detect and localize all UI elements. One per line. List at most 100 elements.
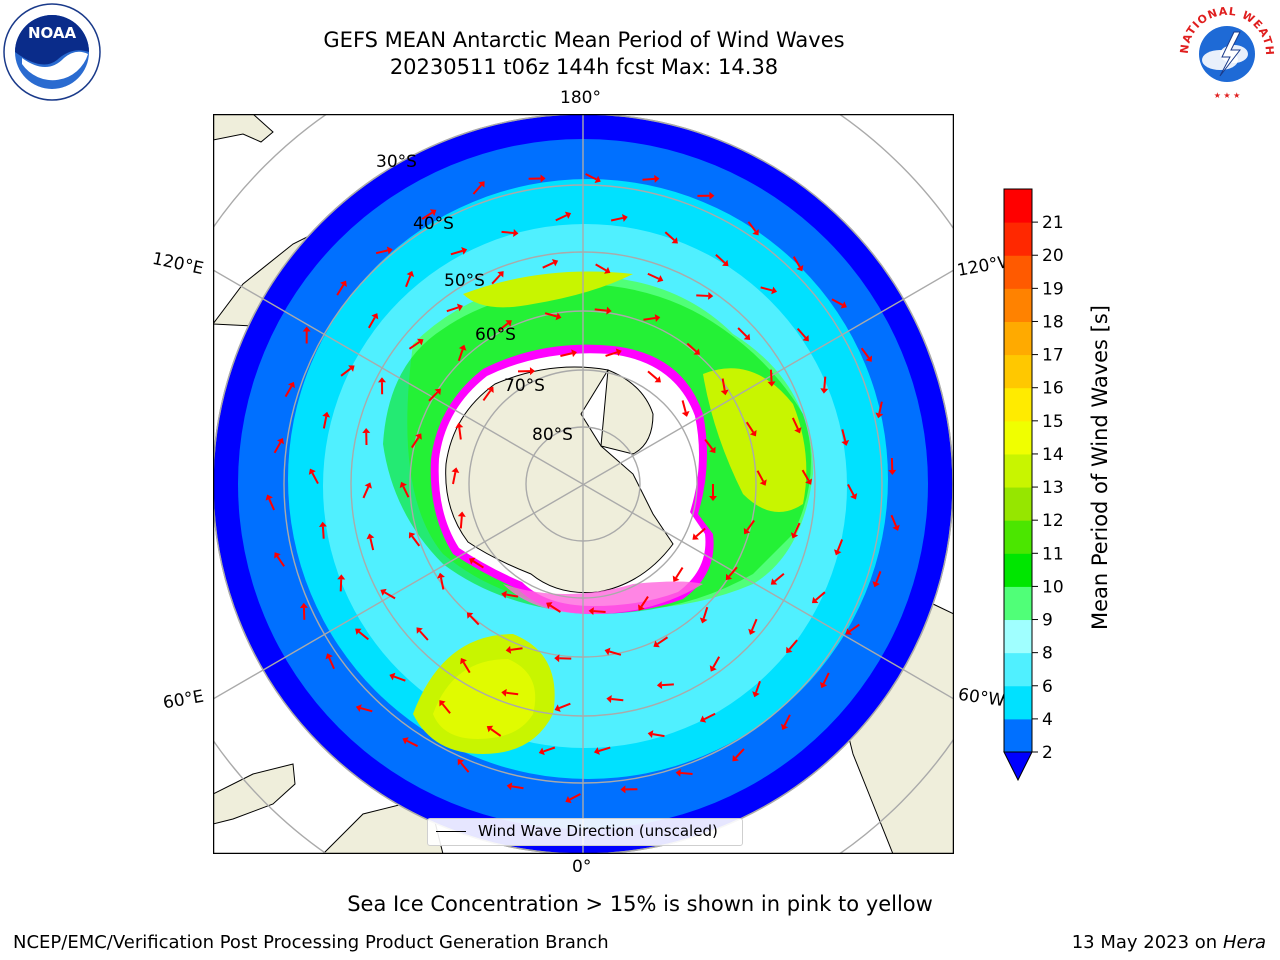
wind-wave-arrow xyxy=(746,519,755,531)
wind-wave-arrowhead xyxy=(551,259,559,267)
wind-wave-arrow xyxy=(446,306,459,313)
wind-wave-arrowhead xyxy=(501,688,507,697)
wind-wave-arrow xyxy=(340,367,352,377)
colorbar-band xyxy=(1004,553,1032,587)
wind-wave-arrow xyxy=(847,483,855,496)
wind-wave-arrowhead xyxy=(752,691,760,698)
colorbar-band xyxy=(1004,487,1032,521)
ocean-field xyxy=(213,114,953,854)
wind-wave-arrow xyxy=(680,771,693,775)
wind-wave-arrow xyxy=(836,539,844,552)
legend-label: Wind Wave Direction (unscaled) xyxy=(478,822,718,840)
wind-wave-arrowhead xyxy=(892,524,900,531)
wind-wave-arrowhead xyxy=(594,175,601,183)
colorbar-band xyxy=(1004,453,1032,488)
wind-wave-arrowhead xyxy=(653,640,660,648)
noaa-logo: NOAA xyxy=(3,3,101,101)
wind-wave-arrow xyxy=(681,400,687,413)
wind-wave-arrow xyxy=(542,261,555,269)
wind-wave-arrow xyxy=(737,327,748,338)
wind-wave-arrowhead xyxy=(654,174,660,183)
wind-wave-arrow xyxy=(460,762,470,773)
lon-label-0: 0° xyxy=(572,857,592,877)
wind-wave-arrow xyxy=(511,785,524,790)
wind-wave-arrowhead xyxy=(692,533,699,540)
wind-wave-arrowhead xyxy=(771,286,778,295)
wind-wave-arrow xyxy=(609,650,622,656)
wind-wave-arrowhead xyxy=(389,672,396,681)
wind-wave-arrow xyxy=(643,317,656,321)
wind-wave-arrow xyxy=(712,656,721,668)
wind-wave-arrow xyxy=(322,416,328,429)
wind-wave-arrow xyxy=(647,272,660,280)
wind-wave-arrow xyxy=(704,438,714,450)
wind-wave-arrowhead xyxy=(505,320,512,327)
colorbar-band xyxy=(1004,288,1032,322)
wind-wave-arrowhead xyxy=(805,478,813,485)
wind-wave-arrowhead xyxy=(796,264,804,272)
wind-wave-arrow xyxy=(792,256,801,268)
wind-wave-arrow xyxy=(411,535,421,547)
wind-wave-arrowhead xyxy=(811,596,819,604)
wind-wave-arrowhead xyxy=(325,653,333,660)
wind-wave-arrow xyxy=(715,253,726,264)
lat-label-70s: 70°S xyxy=(504,376,545,396)
wind-wave-arrowhead xyxy=(588,607,594,616)
colorbar-band xyxy=(1004,718,1032,753)
wind-wave-arrow xyxy=(769,369,773,382)
wind-wave-arrow xyxy=(755,680,761,693)
wind-wave-arrowhead xyxy=(759,479,767,486)
wind-wave-arrowhead xyxy=(466,612,474,619)
colorbar: 2 4 6 8 9 10 11 12 13 14 15 16 17 18 19 20 21 xyxy=(1003,188,1064,782)
wind-wave-arrow xyxy=(469,615,480,626)
wind-wave-arrowhead xyxy=(456,303,463,312)
wind-wave-arrows xyxy=(265,173,900,804)
wind-wave-arrowhead xyxy=(565,796,572,804)
wind-wave-arrowhead xyxy=(322,411,331,418)
wind-wave-arrow xyxy=(642,177,655,181)
wind-wave-arrowhead xyxy=(709,665,717,672)
wind-wave-arrowhead xyxy=(820,388,829,394)
wind-wave-arrowhead xyxy=(786,646,793,654)
wind-wave-arrowhead xyxy=(287,381,295,389)
colorbar-under-extend xyxy=(1003,751,1033,782)
wind-wave-arrowhead xyxy=(749,430,757,437)
wind-wave-arrow xyxy=(336,284,345,296)
wind-wave-arrow xyxy=(406,739,419,748)
wind-wave-arrow xyxy=(506,691,519,696)
wind-wave-arrow xyxy=(441,703,451,714)
wind-wave-arrow xyxy=(497,322,509,332)
lon-label-120e: 120°E xyxy=(150,248,206,280)
wind-wave-arrow xyxy=(695,527,706,538)
wind-wave-arrowhead xyxy=(622,214,628,222)
lat-label-30s: 30°S xyxy=(376,152,417,172)
date-host: Hera xyxy=(1222,932,1266,953)
wind-wave-arrowhead xyxy=(841,440,850,446)
colorbar-tick-label: 20 xyxy=(1042,246,1064,266)
lon-label-60e: 60°E xyxy=(161,686,206,714)
lon-label-180: 180° xyxy=(560,88,601,108)
wind-wave-arrow xyxy=(501,230,514,234)
wind-wave-arrow xyxy=(421,211,433,220)
wind-wave-arrow xyxy=(652,733,665,738)
colorbar-band xyxy=(1004,354,1032,389)
wind-wave-arrow xyxy=(823,376,827,389)
wind-wave-arrowhead xyxy=(378,377,387,383)
wind-wave-arrow xyxy=(558,702,571,710)
wind-wave-arrow xyxy=(788,639,798,650)
wind-wave-arrow xyxy=(747,221,757,233)
wind-wave-arrow xyxy=(661,683,674,687)
wind-wave-arrowhead xyxy=(708,291,714,300)
wind-wave-arrowhead xyxy=(699,715,707,723)
wind-wave-arrow xyxy=(594,308,607,312)
wind-wave-arrowhead xyxy=(501,590,507,599)
wind-wave-arrow xyxy=(311,472,319,485)
wind-wave-arrowhead xyxy=(606,695,612,703)
colorbar-tick-label: 4 xyxy=(1042,710,1053,730)
wind-wave-arrowhead xyxy=(872,581,880,588)
colorbar-band xyxy=(1004,222,1032,256)
wind-wave-arrowhead xyxy=(457,511,466,517)
lat-label-60s: 60°S xyxy=(475,325,516,345)
map-subtitle: 20230511 t06z 144h fcst Max: 14.38 xyxy=(389,55,779,79)
wind-wave-arrowhead xyxy=(699,617,708,624)
